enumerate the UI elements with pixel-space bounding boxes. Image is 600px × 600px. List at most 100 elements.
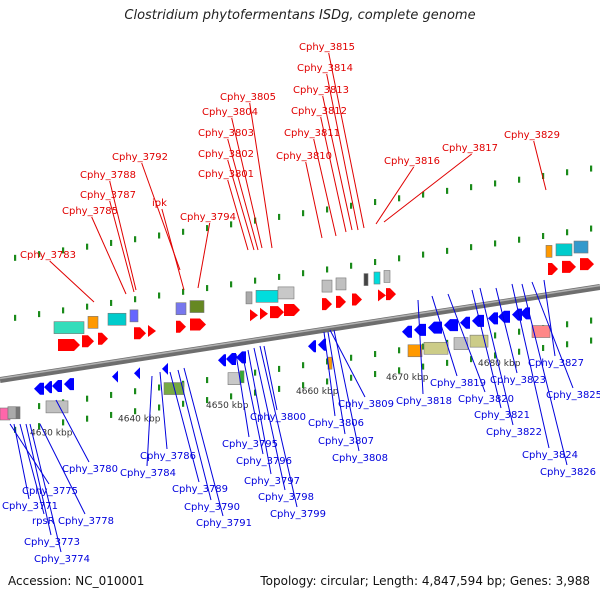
label-leader-top bbox=[249, 102, 273, 249]
gene-label-bottom: Cphy_3800 bbox=[250, 412, 306, 423]
gene-label-bottom: Cphy_3784 bbox=[120, 468, 176, 479]
tick-mark bbox=[230, 281, 233, 288]
scale-label: 4660 kbp bbox=[296, 387, 339, 397]
tick-mark bbox=[86, 395, 89, 402]
tick-mark bbox=[566, 169, 569, 176]
tick-mark bbox=[470, 184, 473, 191]
tick-mark bbox=[14, 314, 17, 321]
label-leader-bottom bbox=[543, 279, 556, 357]
tick-mark bbox=[206, 377, 209, 384]
inner-forward-track bbox=[14, 225, 593, 321]
gene-label-bottom: Cphy_3823 bbox=[490, 375, 546, 386]
forward-feature bbox=[573, 240, 589, 254]
gene-label-bottom: Cphy_3775 bbox=[22, 486, 78, 497]
label-leader-bottom bbox=[479, 287, 514, 426]
forward-feature bbox=[335, 277, 347, 291]
gene-label-top: Cphy_3817 bbox=[442, 143, 498, 154]
forward-gene bbox=[548, 263, 558, 276]
gene-label-top: ipk bbox=[152, 198, 167, 209]
tick-mark bbox=[182, 228, 185, 235]
tick-mark bbox=[350, 262, 353, 269]
forward-gene bbox=[190, 318, 206, 331]
tick-mark bbox=[110, 411, 113, 418]
tick-mark bbox=[494, 332, 497, 339]
outer-forward-track bbox=[14, 165, 593, 261]
forward-gene bbox=[148, 325, 156, 338]
gene-label-top: Cphy_3802 bbox=[198, 149, 254, 160]
gene-label-bottom: Cphy_3824 bbox=[522, 450, 578, 461]
scale-label: 4640 kbp bbox=[118, 415, 161, 425]
tick-mark bbox=[494, 180, 497, 187]
label-leader-top bbox=[109, 180, 137, 291]
label-leader-top bbox=[197, 222, 211, 289]
forward-feature bbox=[107, 312, 127, 326]
label-leader-bottom bbox=[263, 345, 278, 411]
tick-mark bbox=[518, 236, 521, 243]
label-leader-bottom bbox=[247, 349, 272, 475]
reverse-feature bbox=[407, 344, 423, 358]
reverse-gene bbox=[460, 316, 470, 329]
tick-mark bbox=[158, 232, 161, 239]
forward-gene bbox=[134, 327, 146, 340]
tick-mark bbox=[302, 210, 305, 217]
tick-mark bbox=[182, 400, 185, 407]
reverse-gene bbox=[52, 379, 62, 392]
tick-mark bbox=[302, 382, 305, 389]
tick-mark bbox=[326, 358, 329, 365]
accession-text: Accession: NC_010001 bbox=[8, 574, 145, 588]
tick-mark bbox=[206, 225, 209, 232]
reverse-gene bbox=[428, 321, 442, 334]
gene-label-top: Cphy_3811 bbox=[284, 128, 340, 139]
tick-mark bbox=[398, 367, 401, 374]
label-leader-bottom bbox=[235, 353, 250, 438]
label-leader-bottom bbox=[259, 345, 298, 508]
reverse-gene bbox=[512, 308, 522, 321]
gene-label-bottom: Cphy_3808 bbox=[332, 453, 388, 464]
tick-mark bbox=[134, 388, 137, 395]
forward-feature bbox=[545, 245, 553, 258]
gene-label-top: Cphy_3816 bbox=[384, 156, 440, 167]
label-leader-bottom bbox=[329, 329, 366, 398]
forward-feature bbox=[175, 302, 187, 316]
reverse-gene bbox=[226, 352, 236, 365]
tick-mark bbox=[494, 352, 497, 359]
forward-feature bbox=[129, 309, 139, 323]
gene-label-bottom: Cphy_3809 bbox=[338, 399, 394, 410]
map-title: Clostridium phytofermentans ISDg, comple… bbox=[124, 8, 476, 23]
gene-label-bottom: Cphy_3789 bbox=[172, 484, 228, 495]
label-leader-bottom bbox=[333, 329, 360, 452]
label-leader-bottom bbox=[431, 295, 458, 377]
tick-mark bbox=[134, 236, 137, 243]
tick-mark bbox=[278, 213, 281, 220]
tick-mark bbox=[158, 404, 161, 411]
tick-mark bbox=[446, 187, 449, 194]
label-leader-top bbox=[91, 216, 127, 295]
forward-gene bbox=[352, 293, 362, 306]
scale-label: 4630 kbp bbox=[30, 428, 73, 438]
topology-summary: Topology: circular; Length: 4,847,594 bp… bbox=[260, 574, 590, 588]
reverse-feature bbox=[453, 337, 469, 350]
reverse-gene bbox=[498, 310, 510, 323]
tick-mark bbox=[494, 240, 497, 247]
reverse-feature bbox=[423, 341, 449, 355]
label-leader-bottom bbox=[417, 299, 424, 395]
gene-label-top: Cphy_3794 bbox=[180, 212, 236, 223]
label-leader-top bbox=[227, 179, 249, 251]
label-leader-bottom bbox=[13, 423, 30, 500]
reverse-feature bbox=[227, 372, 241, 385]
tick-mark bbox=[350, 202, 353, 209]
tick-mark bbox=[134, 296, 137, 303]
tick-mark bbox=[302, 362, 305, 369]
tick-mark bbox=[374, 199, 377, 206]
tick-mark bbox=[254, 369, 257, 376]
tick-mark bbox=[134, 408, 137, 415]
tick-mark bbox=[590, 165, 593, 172]
label-leader-bottom bbox=[183, 367, 224, 517]
forward-gene bbox=[562, 260, 576, 273]
label-leader-bottom bbox=[471, 289, 502, 409]
gene-label-top: Cphy_3812 bbox=[291, 106, 347, 117]
tick-mark bbox=[38, 311, 41, 318]
tick-mark bbox=[422, 343, 425, 350]
label-leader-bottom bbox=[511, 283, 550, 449]
tick-mark bbox=[374, 259, 377, 266]
